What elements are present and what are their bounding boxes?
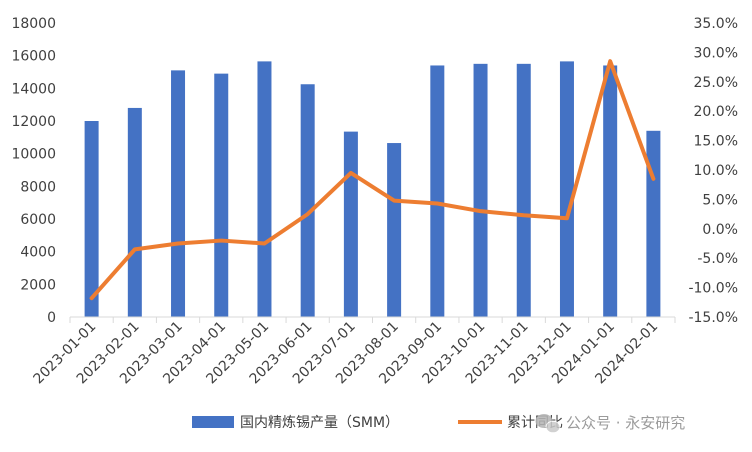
bar-2023-02-01	[127, 107, 142, 317]
y-left-tick-label: 18000	[11, 16, 56, 32]
y-right-tick-label: 25.0%	[694, 75, 738, 91]
watermark: 公众号 · 永安研究	[535, 414, 685, 434]
y-right-tick-label: -5.0%	[697, 251, 738, 267]
bar-2023-01-01	[84, 121, 99, 317]
y-left-tick-label: 10000	[11, 147, 56, 163]
bar-2023-04-01	[214, 73, 229, 317]
bar-2023-06-01	[300, 84, 315, 317]
x-axis-ticks: 2023-01-012023-02-012023-03-012023-04-01…	[31, 317, 676, 387]
bar-2024-02-01	[646, 130, 661, 317]
y-right-tick-label: 30.0%	[694, 45, 738, 61]
y-left-tick-label: 16000	[11, 49, 56, 65]
watermark-text: 公众号 · 永安研究	[566, 414, 685, 432]
bar-2023-08-01	[387, 143, 402, 317]
bar-2023-03-01	[171, 70, 186, 317]
bar-series	[84, 61, 661, 318]
y-left-tick-label: 6000	[20, 212, 56, 228]
legend-bar-swatch	[192, 416, 234, 428]
legend: 国内精炼锡产量（SMM） 累计同比	[192, 415, 563, 431]
wechat-icon	[535, 414, 561, 434]
y-right-tick-label: -10.0%	[688, 281, 738, 297]
y-right-tick-label: 15.0%	[694, 134, 738, 150]
y-right-tick-label: 20.0%	[694, 104, 738, 120]
y-left-tick-label: 12000	[11, 114, 56, 130]
y-right-tick-label: -15.0%	[688, 310, 738, 326]
y-left-tick-label: 0	[47, 310, 56, 326]
y-right-axis-ticks: -15.0% -10.0% -5.0% 0.0% 5.0% 10.0% 15.0% 20.0%…	[688, 16, 738, 326]
legend-bar-label: 国内精炼锡产量（SMM）	[240, 415, 399, 431]
y-left-tick-label: 4000	[20, 245, 56, 261]
bar-2024-01-01	[603, 65, 618, 317]
line-series	[89, 59, 656, 301]
bar-2023-10-01	[473, 63, 488, 318]
bar-2023-05-01	[257, 61, 272, 318]
y-left-tick-label: 14000	[11, 81, 56, 97]
bar-2023-11-01	[516, 63, 531, 318]
y-left-tick-label: 8000	[20, 179, 56, 195]
bar-2023-09-01	[430, 65, 445, 317]
y-left-tick-label: 2000	[20, 277, 56, 293]
bar-2023-12-01	[559, 61, 574, 318]
y-right-tick-label: 5.0%	[702, 192, 738, 208]
y-right-tick-label: 0.0%	[702, 222, 738, 238]
y-right-tick-label: 35.0%	[694, 16, 738, 32]
bar-2023-07-01	[343, 131, 358, 317]
y-right-tick-label: 10.0%	[694, 163, 738, 179]
y-left-axis-ticks: 0 2000 4000 6000 8000 10000 12000 14000 16000 180…	[11, 16, 56, 326]
line-cumulative-yoy	[89, 59, 656, 301]
